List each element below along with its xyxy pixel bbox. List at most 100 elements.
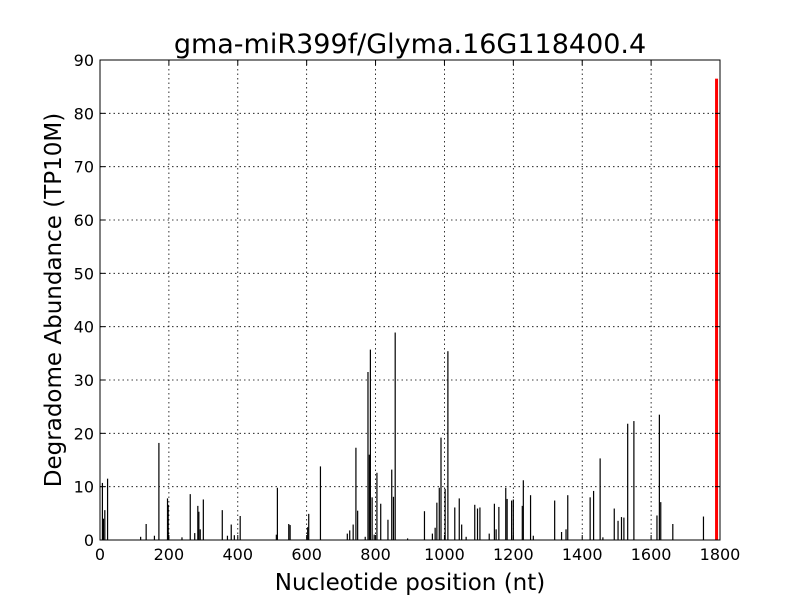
x-axis-label: Nucleotide position (nt) <box>275 570 545 596</box>
abundance-bar <box>367 372 369 540</box>
abundance-bar <box>380 503 382 540</box>
abundance-bar <box>529 495 532 540</box>
y-tick-label: 70 <box>74 158 94 177</box>
abundance-bar <box>431 533 433 540</box>
x-tick-label: 200 <box>154 545 185 564</box>
abundance-bar <box>454 507 456 540</box>
abundance-bar <box>349 530 351 540</box>
abundance-bar <box>194 533 196 540</box>
abundance-bar <box>319 466 322 540</box>
x-ticks: 0 200 400 600 800 1000 1200 1400 1600 1800 <box>95 60 740 564</box>
y-tick-label: 40 <box>74 318 94 337</box>
abundance-bar <box>512 499 514 540</box>
abundance-bar <box>371 497 373 540</box>
abundance-bar <box>458 498 460 540</box>
abundance-bar <box>436 502 438 540</box>
y-tick-label: 0 <box>84 531 94 550</box>
y-tick-label: 80 <box>74 104 94 123</box>
abundance-bar <box>488 533 490 540</box>
y-ticks: 0 10 20 30 40 50 60 70 80 90 <box>74 51 720 550</box>
abundance-bar <box>438 487 440 540</box>
abundance-bar <box>221 510 223 540</box>
abundance-bar <box>181 537 183 540</box>
abundance-bar <box>275 534 277 540</box>
abundance-bar <box>465 536 467 540</box>
abundance-bar <box>153 535 156 540</box>
abundance-bar <box>406 538 409 540</box>
abundance-bar <box>476 508 479 540</box>
abundance-bar <box>617 520 619 540</box>
abundance-bar <box>101 482 104 540</box>
abundance-bar <box>189 494 191 540</box>
abundance-bar <box>447 351 449 540</box>
x-tick-label: 400 <box>223 545 254 564</box>
abundance-bar <box>589 497 591 540</box>
abundance-bar <box>392 496 395 540</box>
y-tick-label: 30 <box>74 371 94 390</box>
y-tick-label: 20 <box>74 424 94 443</box>
abundance-bar <box>106 478 109 540</box>
abundance-bar <box>391 469 393 540</box>
x-tick-label: 0 <box>95 545 105 564</box>
abundance-bar <box>434 527 436 540</box>
abundance-bar <box>226 535 229 540</box>
y-axis-label: Degradome Abundance (TP10M) <box>41 113 67 487</box>
abundance-bar <box>660 502 662 540</box>
abundance-bar <box>233 535 235 540</box>
chart-title: gma-miR399f/Glyma.16G118400.4 <box>174 29 646 60</box>
y-tick-label: 10 <box>74 478 94 497</box>
abundance-bar <box>672 524 674 540</box>
x-tick-label: 1400 <box>562 545 603 564</box>
abundance-bar <box>158 442 160 540</box>
abundance-bar <box>357 510 359 540</box>
abundance-bar <box>276 487 278 540</box>
abundance-bar <box>199 529 201 540</box>
abundance-bar <box>479 507 481 540</box>
abundance-bar <box>522 480 524 540</box>
abundance-bar <box>364 536 366 540</box>
bars-group <box>101 78 719 541</box>
abundance-bar <box>198 511 200 540</box>
abundance-bar <box>355 447 357 540</box>
abundance-bar <box>239 516 241 540</box>
abundance-bar <box>633 421 635 540</box>
abundance-bar <box>658 414 660 540</box>
abundance-bar <box>394 332 396 540</box>
x-tick-label: 1800 <box>700 545 741 564</box>
abundance-bar <box>599 458 601 540</box>
abundance-bar <box>702 516 705 540</box>
abundance-bar <box>423 511 426 540</box>
abundance-bar <box>230 524 232 540</box>
abundance-bar <box>560 532 563 540</box>
abundance-bar <box>602 537 604 540</box>
y-tick-label: 90 <box>74 51 94 70</box>
abundance-bar <box>506 498 508 540</box>
x-tick-label: 600 <box>291 545 322 564</box>
abundance-bar <box>623 517 625 540</box>
abundance-bar <box>373 534 375 540</box>
abundance-bar <box>307 527 309 540</box>
x-tick-label: 800 <box>360 545 391 564</box>
abundance-bar <box>511 500 513 540</box>
abundance-bar <box>521 505 523 540</box>
abundance-bar <box>104 510 106 540</box>
abundance-bar <box>346 533 348 540</box>
abundance-bar <box>474 504 476 540</box>
abundance-bar <box>493 503 495 540</box>
target-site-bar <box>715 78 719 541</box>
x-tick-label: 1200 <box>493 545 534 564</box>
x-tick-label: 1600 <box>631 545 672 564</box>
abundance-bar <box>197 505 199 540</box>
abundance-bar <box>495 529 497 540</box>
y-tick-label: 60 <box>74 211 94 230</box>
grid-lines <box>99 59 721 541</box>
abundance-bar <box>532 535 534 540</box>
abundance-bar <box>145 524 147 540</box>
abundance-bar <box>554 500 556 540</box>
abundance-bar <box>461 524 463 540</box>
abundance-bar <box>613 508 615 540</box>
abundance-bar <box>505 487 507 540</box>
abundance-bar <box>498 506 500 540</box>
abundance-bar <box>376 472 378 540</box>
